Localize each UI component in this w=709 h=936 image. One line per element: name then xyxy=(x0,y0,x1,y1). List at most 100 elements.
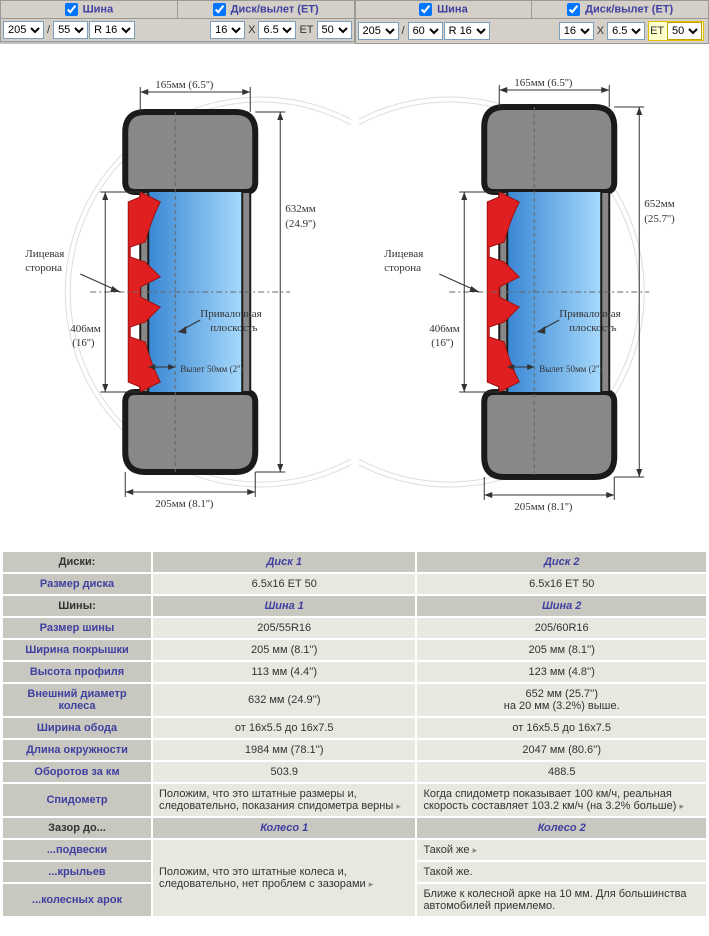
rim-select-1[interactable]: R 16 xyxy=(89,21,135,39)
tire-header-2: Шина xyxy=(356,1,533,18)
wheel-header-1: Диск/вылет (ET) xyxy=(178,1,354,18)
controls-bar: Шина Диск/вылет (ET) 205 / 55 R 16 16 X … xyxy=(0,0,709,44)
diagram-2: 165мм (6.5'') 652мм (25.7'') 406мм (16''… xyxy=(359,52,709,532)
cl2b: Такой же. xyxy=(416,861,707,883)
disks-section: Диски: xyxy=(2,551,152,573)
tire2-hdr: Шина 2 xyxy=(416,595,707,617)
tire-check-1[interactable] xyxy=(65,3,78,16)
c1: 1984 мм (78.1'') xyxy=(152,739,416,761)
plane-2: плоскость xyxy=(569,322,616,334)
tire-label-2: Шина xyxy=(437,3,468,15)
mounting-2: Привалочная xyxy=(559,308,620,320)
tire1-hdr: Шина 1 xyxy=(152,595,416,617)
sp1: Положим, что это штатные размеры и, след… xyxy=(152,783,416,817)
ph2: 123 мм (4.8'') xyxy=(416,661,707,683)
aspect-select-1[interactable]: 55 xyxy=(53,21,88,39)
offset-2: Вылет 50мм (2'') xyxy=(539,364,602,374)
width-select-1[interactable]: 205 xyxy=(3,21,44,39)
disk1-hdr: Диск 1 xyxy=(152,551,416,573)
wheel-label-1: Диск/вылет (ET) xyxy=(231,3,319,15)
control-col-2: Шина Диск/вылет (ET) 205 / 60 R 16 16 X … xyxy=(355,0,709,44)
outer-d-lbl: Внешний диаметр колеса xyxy=(2,683,152,717)
arrow-icon: ▸ xyxy=(396,801,401,811)
inner-dia-1: 406мм xyxy=(70,323,100,335)
sep: X xyxy=(248,24,255,36)
wwidth-select-2[interactable]: 6.5 xyxy=(607,22,645,40)
et-select-1[interactable]: 50 xyxy=(317,21,352,39)
mounting-1: Привалочная xyxy=(200,308,261,320)
sep: X xyxy=(597,25,604,37)
outer-dia-1b: (24.9'') xyxy=(285,218,316,230)
inner-dia-1b: (16'') xyxy=(72,337,95,349)
arrow-icon: ▸ xyxy=(679,801,684,811)
tw2: 205 мм (8.1'') xyxy=(416,639,707,661)
inner-dia-2: 406мм xyxy=(429,323,459,335)
rw1: от 16x5.5 до 16x7.5 xyxy=(152,717,416,739)
rim-select-2[interactable]: R 16 xyxy=(444,22,490,40)
offset-1: Вылет 50мм (2'') xyxy=(180,364,243,374)
side-2: сторона xyxy=(384,262,421,274)
rim-width-label-2: 165мм (6.5'') xyxy=(514,77,573,89)
wheel1-hdr: Колесо 1 xyxy=(152,817,416,839)
comparison-table: Диски: Диск 1 Диск 2 Размер диска 6.5x16… xyxy=(1,550,708,918)
wheel-header-2: Диск/вылет (ET) xyxy=(532,1,708,18)
tire-check-2[interactable] xyxy=(419,3,432,16)
rim-w-lbl: Ширина обода xyxy=(2,717,152,739)
tire-width-1: 205мм (8.1'') xyxy=(155,498,214,510)
plane-1: плоскость xyxy=(210,322,257,334)
arches-lbl: ...колесных арок xyxy=(2,883,152,917)
tire-header-1: Шина xyxy=(1,1,178,18)
et-select-2[interactable]: 50 xyxy=(667,22,702,40)
wheel-check-2[interactable] xyxy=(567,3,580,16)
diagrams-row: 165мм (6.5'') 632мм (24.9'') 406мм (16''… xyxy=(0,44,709,540)
rim-width-label-1: 165мм (6.5'') xyxy=(155,79,214,91)
wheel-label-2: Диск/вылет (ET) xyxy=(585,3,673,15)
arrow-icon: ▸ xyxy=(369,879,374,889)
et-highlight: ET 50 xyxy=(648,21,704,41)
od1: 632 мм (24.9'') xyxy=(152,683,416,717)
speedo-lbl: Спидометр xyxy=(2,783,152,817)
disk-size-lbl: Размер диска xyxy=(2,573,152,595)
arrow-icon: ▸ xyxy=(473,845,478,855)
sep: / xyxy=(402,25,405,37)
cl1: Положим, что это штатные колеса и, следо… xyxy=(152,839,416,917)
od2: 652 мм (25.7'') на 20 мм (3.2%) выше. xyxy=(416,683,707,717)
sep: ET xyxy=(299,24,313,36)
cl2a: Такой же ▸ xyxy=(416,839,707,861)
width-select-2[interactable]: 205 xyxy=(358,22,399,40)
inner-dia-2b: (16'') xyxy=(431,337,454,349)
c2: 2047 мм (80.6'') xyxy=(416,739,707,761)
outer-dia-2: 652мм xyxy=(644,198,674,210)
wheel2-hdr: Колесо 2 xyxy=(416,817,707,839)
aspect-select-2[interactable]: 60 xyxy=(408,22,443,40)
sep: / xyxy=(47,24,50,36)
ph1: 113 мм (4.4'') xyxy=(152,661,416,683)
ts2: 205/60R16 xyxy=(416,617,707,639)
tw1: 205 мм (8.1'') xyxy=(152,639,416,661)
tire-width-2: 205мм (8.1'') xyxy=(514,501,573,513)
r2: 488.5 xyxy=(416,761,707,783)
wwidth-select-1[interactable]: 6.5 xyxy=(258,21,296,39)
wheel-check-1[interactable] xyxy=(213,3,226,16)
revs-lbl: Оборотов за км xyxy=(2,761,152,783)
tire-label-1: Шина xyxy=(83,3,114,15)
ds2: 6.5x16 ET 50 xyxy=(416,573,707,595)
tread-lbl: Ширина покрышки xyxy=(2,639,152,661)
rw2: от 16x5.5 до 16x7.5 xyxy=(416,717,707,739)
outer-dia-1: 632мм xyxy=(285,203,315,215)
susp-lbl: ...подвески xyxy=(2,839,152,861)
circ-lbl: Длина окружности xyxy=(2,739,152,761)
tires-section: Шины: xyxy=(2,595,152,617)
disk2-hdr: Диск 2 xyxy=(416,551,707,573)
control-col-1: Шина Диск/вылет (ET) 205 / 55 R 16 16 X … xyxy=(0,0,355,44)
cl2c: Ближе к колесной арке на 10 мм. Для боль… xyxy=(416,883,707,917)
ts1: 205/55R16 xyxy=(152,617,416,639)
clearance-section: Зазор до... xyxy=(2,817,152,839)
outer-dia-2b: (25.7'') xyxy=(644,213,675,225)
diam-select-1[interactable]: 16 xyxy=(210,21,245,39)
profile-lbl: Высота профиля xyxy=(2,661,152,683)
r1: 503.9 xyxy=(152,761,416,783)
ds1: 6.5x16 ET 50 xyxy=(152,573,416,595)
diam-select-2[interactable]: 16 xyxy=(559,22,594,40)
fenders-lbl: ...крыльев xyxy=(2,861,152,883)
